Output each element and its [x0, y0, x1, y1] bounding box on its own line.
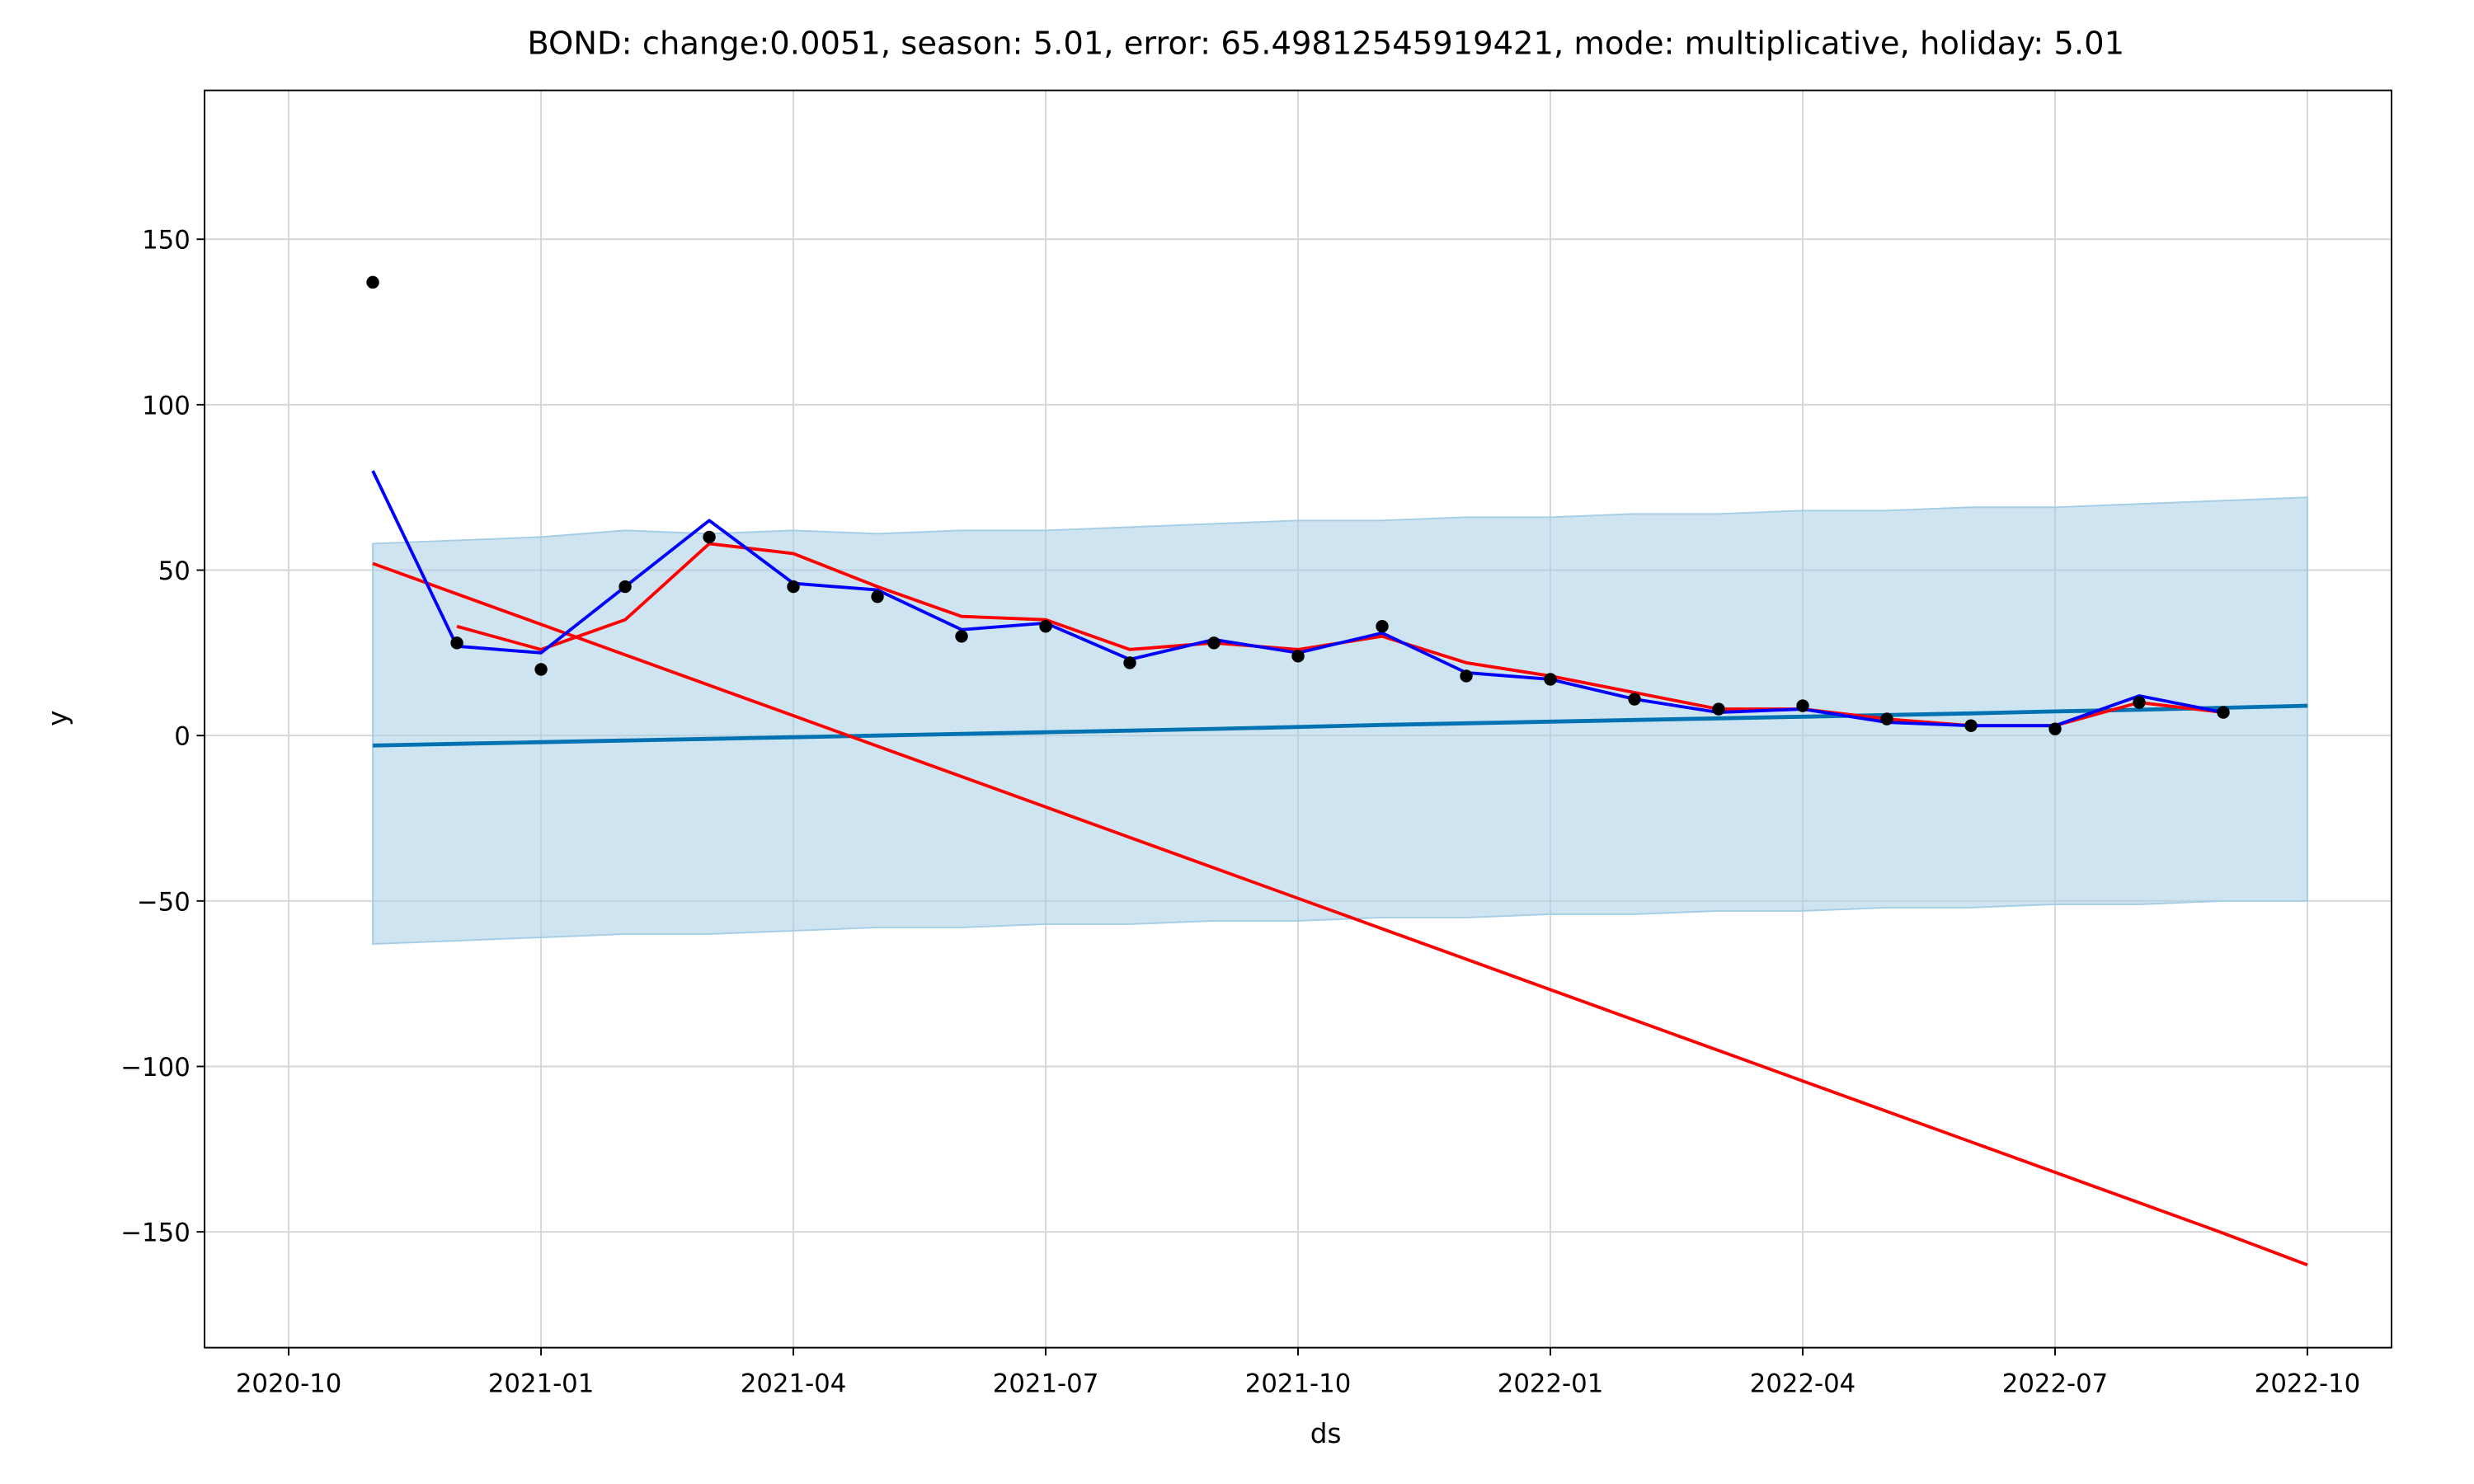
data-point: [1123, 656, 1136, 669]
data-point: [2048, 722, 2062, 735]
data-point: [1628, 693, 1641, 706]
x-tick-label: 2021-07: [993, 1369, 1098, 1398]
x-tick-label: 2021-04: [741, 1369, 846, 1398]
y-tick-label: −100: [120, 1053, 190, 1082]
data-point: [2133, 696, 2146, 709]
x-tick-label: 2021-01: [488, 1369, 594, 1398]
y-tick-label: −50: [137, 887, 190, 917]
data-point: [871, 589, 884, 603]
data-point: [955, 630, 968, 643]
data-point: [1964, 719, 1978, 732]
data-point: [1039, 620, 1052, 633]
chart-title: BOND: change:0.0051, season: 5.01, error…: [527, 25, 2124, 62]
y-tick-label: 100: [142, 391, 190, 420]
data-point: [450, 636, 463, 650]
x-tick-label: 2022-01: [1498, 1369, 1603, 1398]
y-tick-label: 50: [158, 556, 190, 586]
data-point: [2217, 706, 2230, 719]
data-point: [1376, 620, 1389, 633]
line: [373, 703, 2308, 748]
data-point: [787, 580, 800, 594]
y-axis-label: y: [42, 710, 73, 726]
data-point: [703, 530, 716, 544]
uncertainty-band: [372, 496, 2308, 946]
data-point: [1712, 702, 1725, 716]
data-point: [1880, 712, 1893, 726]
plot-frame: [204, 89, 2392, 1349]
x-tick-label: 2021-10: [1245, 1369, 1351, 1398]
data-point: [618, 580, 632, 594]
x-tick-label: 2022-10: [2255, 1369, 2360, 1398]
line: [372, 561, 2308, 1267]
x-tick-label: 2022-07: [2002, 1369, 2108, 1398]
x-tick-label: 2020-10: [236, 1369, 341, 1398]
data-point: [366, 275, 379, 289]
y-tick-label: 0: [174, 722, 190, 752]
data-point: [1291, 650, 1305, 663]
x-axis-label: ds: [1310, 1418, 1342, 1449]
data-point: [1207, 636, 1221, 650]
data-point: [1460, 669, 1473, 683]
data-point: [534, 663, 548, 676]
data-point: [1796, 699, 1809, 712]
data-point: [1544, 673, 1557, 686]
y-tick-label: −150: [120, 1219, 190, 1248]
x-tick-label: 2022-04: [1750, 1369, 1856, 1398]
y-tick-label: 150: [142, 226, 190, 256]
